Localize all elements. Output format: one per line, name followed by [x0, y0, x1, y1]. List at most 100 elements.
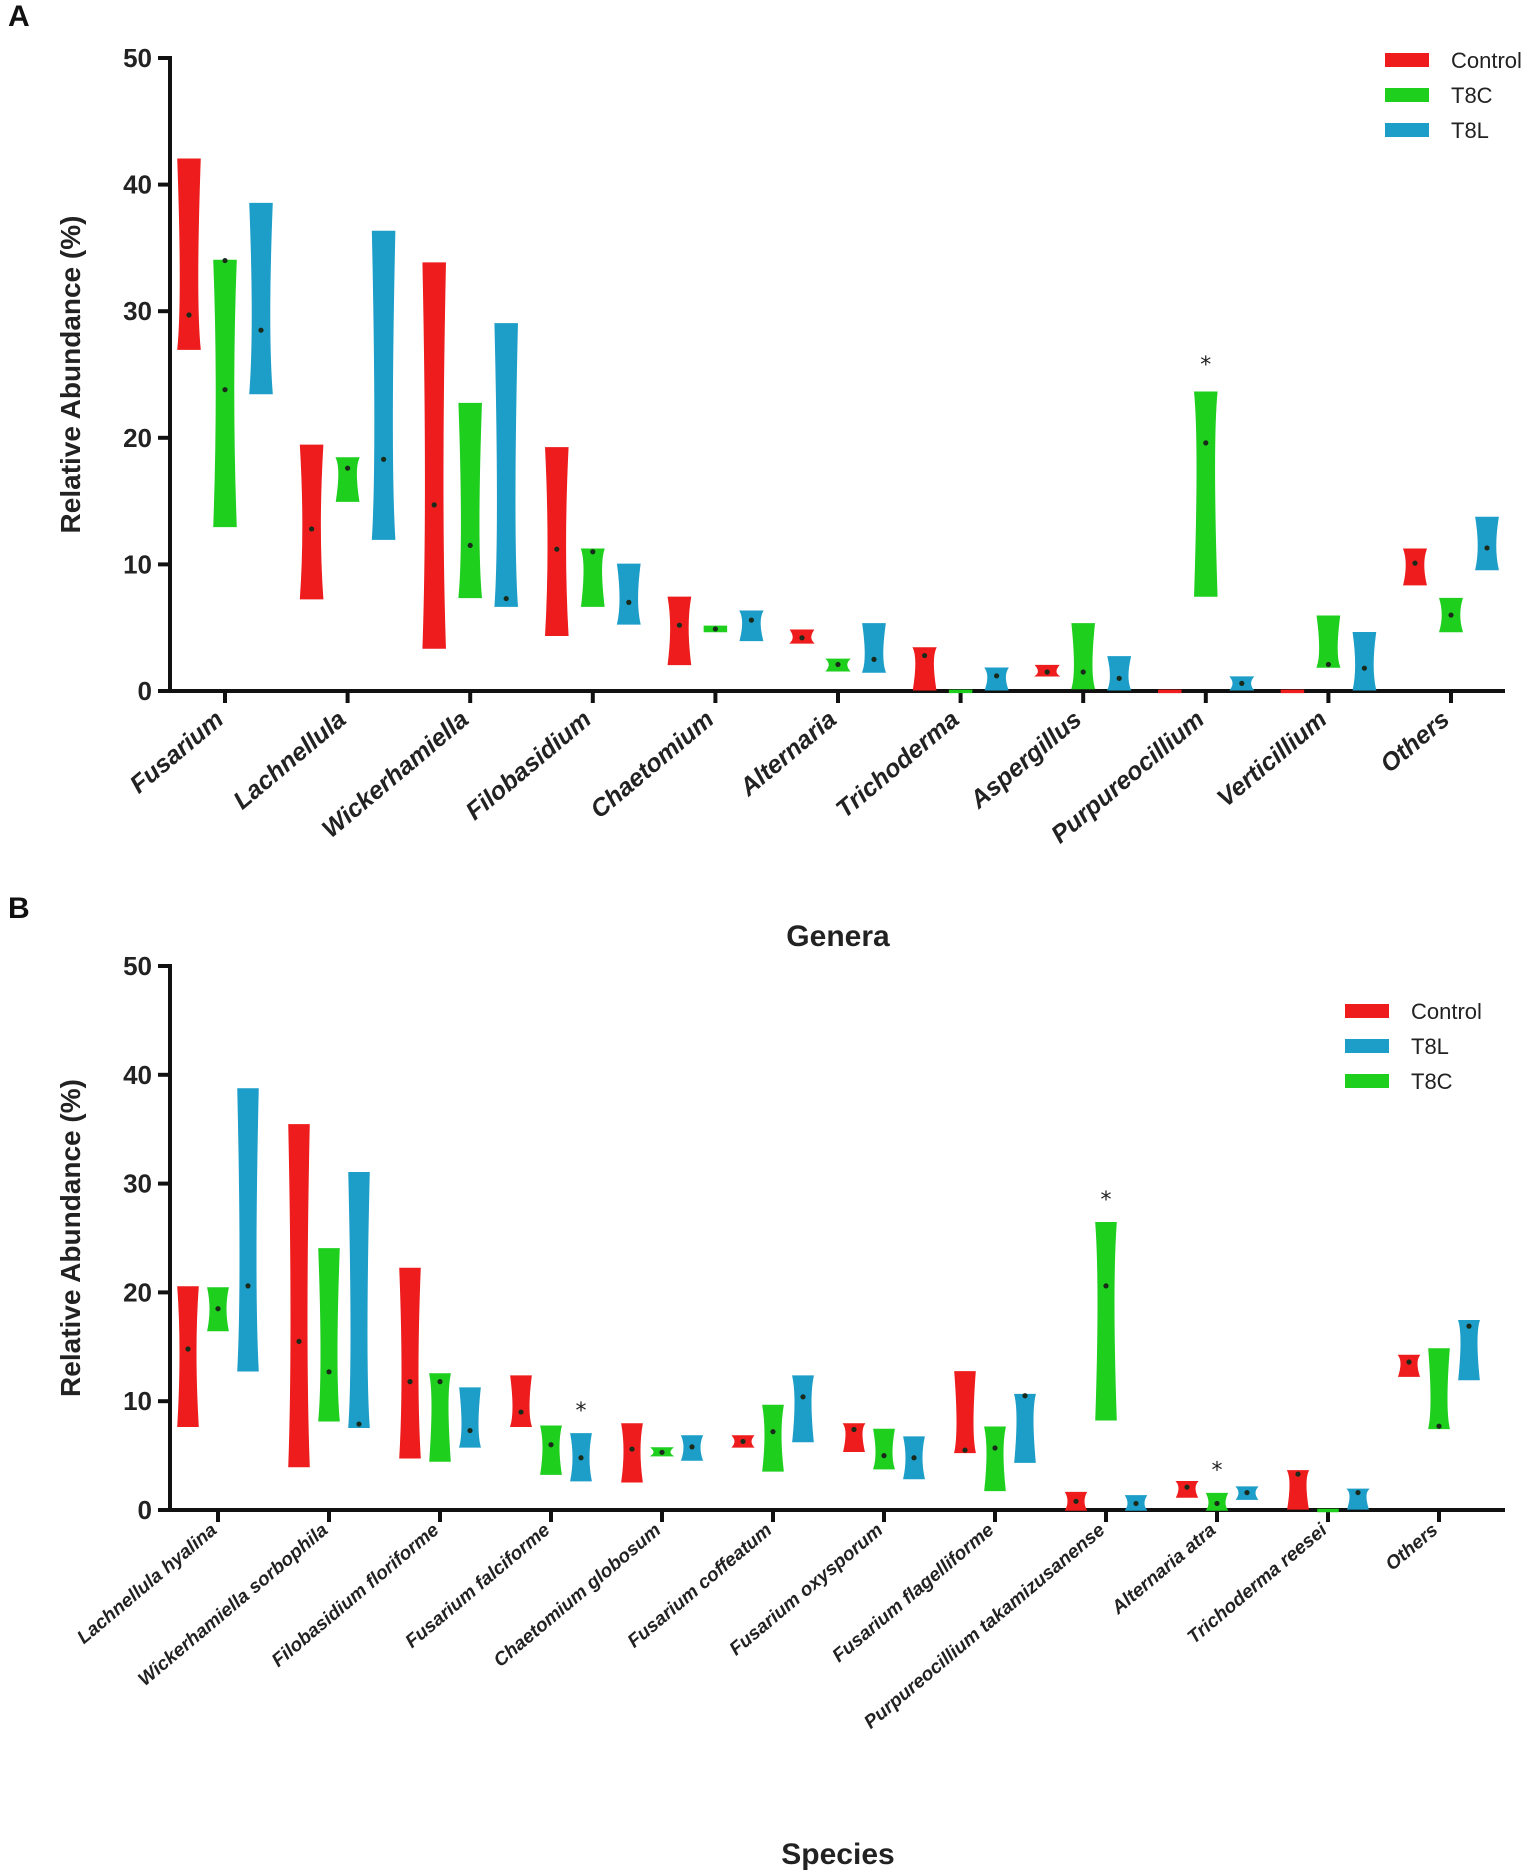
panel-a-x-axis-label: Genera: [786, 920, 890, 953]
panel-a-median-dot-wickerhamiella-t8c: [467, 542, 473, 549]
panel-a-violin-trichoderma-t8c: [948, 689, 973, 694]
panel-b-median-dot-wickerhamiella-sorbophila-t8l: [356, 1421, 362, 1427]
panel-b-violin-lachnellula-hyalina-control: [177, 1286, 199, 1427]
panel-b-chart: 0 10 20 30 40 50 Relative Abundance (%) Species…: [55, 951, 1505, 1871]
panel-a-violin-others-t8l: [1475, 516, 1499, 571]
panel-b-legend-label-control: Control: [1411, 999, 1482, 1024]
panel-b-legend-swatch-t8c: [1345, 1074, 1389, 1088]
panel-b-violin-fusarium-flagelliforme-control: [954, 1371, 976, 1454]
panel-b-violin-fusarium-flagelliforme-t8c: [984, 1426, 1006, 1492]
panel-a-median-dot-aspergillus-t8c: [1080, 669, 1086, 675]
panel-b-median-dot-purpureocillium-takamizusanense-control: [1073, 1498, 1079, 1504]
panel-a-violin-aspergillus-t8c: [1071, 623, 1096, 690]
panel-a-median-dot-trichoderma-t8l: [994, 673, 1000, 679]
panel-b-violin-fusarium-falciforme-t8c: [540, 1425, 562, 1475]
panel-b-median-dot-fusarium-falciforme-t8c: [548, 1442, 554, 1448]
panel-b-median-dot-fusarium-coffeatum-control: [740, 1438, 746, 1445]
panel-b-violin-trichoderma-reesei-t8c: [1317, 1508, 1339, 1513]
panel-b-violin-others-t8c: [1428, 1348, 1450, 1430]
panel-b-median-dot-fusarium-falciforme-t8l: [578, 1455, 584, 1461]
panel-b-median-dot-filobasidium-floriforme-t8l: [467, 1427, 473, 1434]
panel-a-violin-trichoderma-control: [912, 647, 937, 691]
panel-a-median-dot-others-t8l: [1484, 545, 1490, 551]
panel-a-y-tick-label: 20: [123, 423, 152, 453]
panel-a-median-dot-lachnellula-t8l: [381, 456, 387, 462]
panel-b-legend-swatch-control: [1345, 1004, 1389, 1018]
panel-b-violin-filobasidium-floriforme-t8l: [459, 1387, 481, 1448]
panel-a-violin-lachnellula-t8c: [335, 457, 360, 502]
panel-a-violin-filobasidium-t8c: [580, 548, 605, 607]
panel-b-significance-star-alternaria-atra: *: [1212, 1459, 1223, 1484]
panel-a-violin-lachnellula-t8l: [371, 230, 396, 540]
panel-a-category-label-lachnellula: Lachnellula: [228, 705, 351, 815]
panel-a-median-dot-chaetomium-t8l: [748, 617, 755, 623]
panel-b-category-label-wickerhamiella-sorbophila: Wickerhamiella sorbophila: [134, 1519, 332, 1690]
panel-a-category-label-alternaria: Alternaria: [734, 705, 842, 802]
panel-a-median-dot-verticillium-t8l: [1361, 665, 1367, 671]
panel-a-violin-wickerhamiella-t8l: [494, 323, 519, 607]
panel-b-violin-others-t8l: [1457, 1319, 1481, 1381]
panel-a-median-dot-fusarium-t8c: [222, 387, 228, 393]
panel-a-y-tick-label: 0: [138, 676, 152, 706]
panel-a-median-dot-others-control: [1412, 560, 1418, 566]
panel-a-violin-filobasidium-t8l: [616, 563, 641, 625]
panel-a-median-dot-wickerhamiella-control: [431, 502, 437, 508]
panel-a-violin-fusarium-control: [177, 158, 201, 350]
panel-a-category-label-chaetomium: Chaetomium: [585, 705, 719, 824]
panel-a-y-tick-label: 10: [123, 549, 152, 579]
panel-b-median-dot-chaetomium-globosum-control: [629, 1446, 635, 1452]
panel-a-median-dot-lachnellula-t8c: [345, 465, 351, 471]
panel-b-median-dot-fusarium-coffeatum-t8l: [800, 1394, 806, 1400]
panel-a-violin-fusarium-t8c: [213, 259, 237, 528]
panel-b-median-dot-lachnellula-hyalina-control: [185, 1346, 191, 1352]
panel-a-median-dot-lachnellula-control: [309, 526, 315, 532]
panel-a-median-dot-filobasidium-control: [554, 546, 560, 552]
panel-b-violin-trichoderma-reesei-control: [1286, 1470, 1310, 1510]
panel-b-median-dot-trichoderma-reesei-t8l: [1355, 1489, 1361, 1496]
panel-a-violin-wickerhamiella-t8c: [458, 402, 483, 599]
panel-b-violin-chaetomium-globosum-control: [621, 1423, 643, 1483]
panel-a-median-dot-fusarium-t8c: [222, 257, 228, 264]
panel-a-category-label-trichoderma: Trichoderma: [831, 705, 965, 824]
panel-a-violin-purpureocillium-t8c: [1193, 391, 1218, 597]
panel-b-legend-label-t8l: T8L: [1411, 1034, 1449, 1059]
panel-a-violin-aspergillus-t8l: [1107, 656, 1132, 691]
panel-b-x-axis-label: Species: [781, 1838, 894, 1871]
panel-b-violin-fusarium-coffeatum-t8c: [762, 1404, 784, 1472]
panel-b-median-dot-wickerhamiella-sorbophila-control: [296, 1338, 302, 1344]
panel-a-violin-others-control: [1402, 548, 1428, 586]
panel-a-chart: 0 10 20 30 40 50 Relative Abundance (%) Genera C…: [55, 43, 1522, 953]
panel-b-y-tick-label: 20: [123, 1277, 152, 1307]
panel-a-violin-chaetomium-t8l: [739, 610, 764, 642]
panel-b-significance-star-purpureocillium-takamizusanense: *: [1101, 1188, 1112, 1213]
panel-b-violin-purpureocillium-takamizusanense-t8c: [1095, 1222, 1117, 1421]
panel-a-significance-star-purpureocillium: *: [1200, 353, 1211, 378]
panel-a-median-dot-aspergillus-t8l: [1116, 675, 1122, 681]
panel-b-violin-fusarium-flagelliforme-t8l: [1014, 1393, 1036, 1463]
panel-b-violin-lachnellula-hyalina-t8l: [237, 1088, 259, 1372]
panel-letter-a: A: [8, 0, 30, 33]
panel-a-median-dot-fusarium-control: [186, 312, 192, 318]
panel-a-violin-lachnellula-control: [299, 444, 324, 600]
panel-b-median-dot-fusarium-flagelliforme-t8c: [992, 1445, 998, 1451]
panel-a-violin-verticillium-t8c: [1316, 615, 1341, 668]
panel-b-violin-trichoderma-reesei-t8l: [1346, 1488, 1370, 1510]
panel-a-category-label-aspergillus: Aspergillus: [964, 705, 1087, 815]
panel-b-y-tick-label: 40: [123, 1060, 152, 1090]
panel-a-legend-label-t8l: T8L: [1451, 118, 1489, 143]
panel-b-y-tick-label: 10: [123, 1386, 152, 1416]
panel-a-median-dot-chaetomium-control: [676, 622, 683, 628]
panel-a-median-dot-purpureocillium-t8l: [1239, 680, 1245, 687]
panel-b-violin-wickerhamiella-sorbophila-t8l: [348, 1171, 370, 1429]
panel-a-y-tick-label: 30: [123, 296, 152, 326]
panel-b-violin-fusarium-coffeatum-t8l: [792, 1375, 814, 1443]
panel-a-violin-trichoderma-t8l: [984, 667, 1009, 691]
panel-b-median-dot-chaetomium-globosum-t8c: [659, 1449, 665, 1455]
panel-b-violin-wickerhamiella-sorbophila-t8c: [318, 1248, 340, 1422]
panel-b-median-dot-alternaria-atra-control: [1184, 1484, 1190, 1490]
panel-a-violin-verticillium-control: [1280, 689, 1305, 694]
panel-b-median-dot-fusarium-falciforme-control: [518, 1409, 524, 1415]
panel-letter-b: B: [8, 892, 30, 925]
panel-b-median-dot-fusarium-flagelliforme-control: [962, 1447, 968, 1453]
panel-a-median-dot-aspergillus-control: [1044, 669, 1050, 675]
